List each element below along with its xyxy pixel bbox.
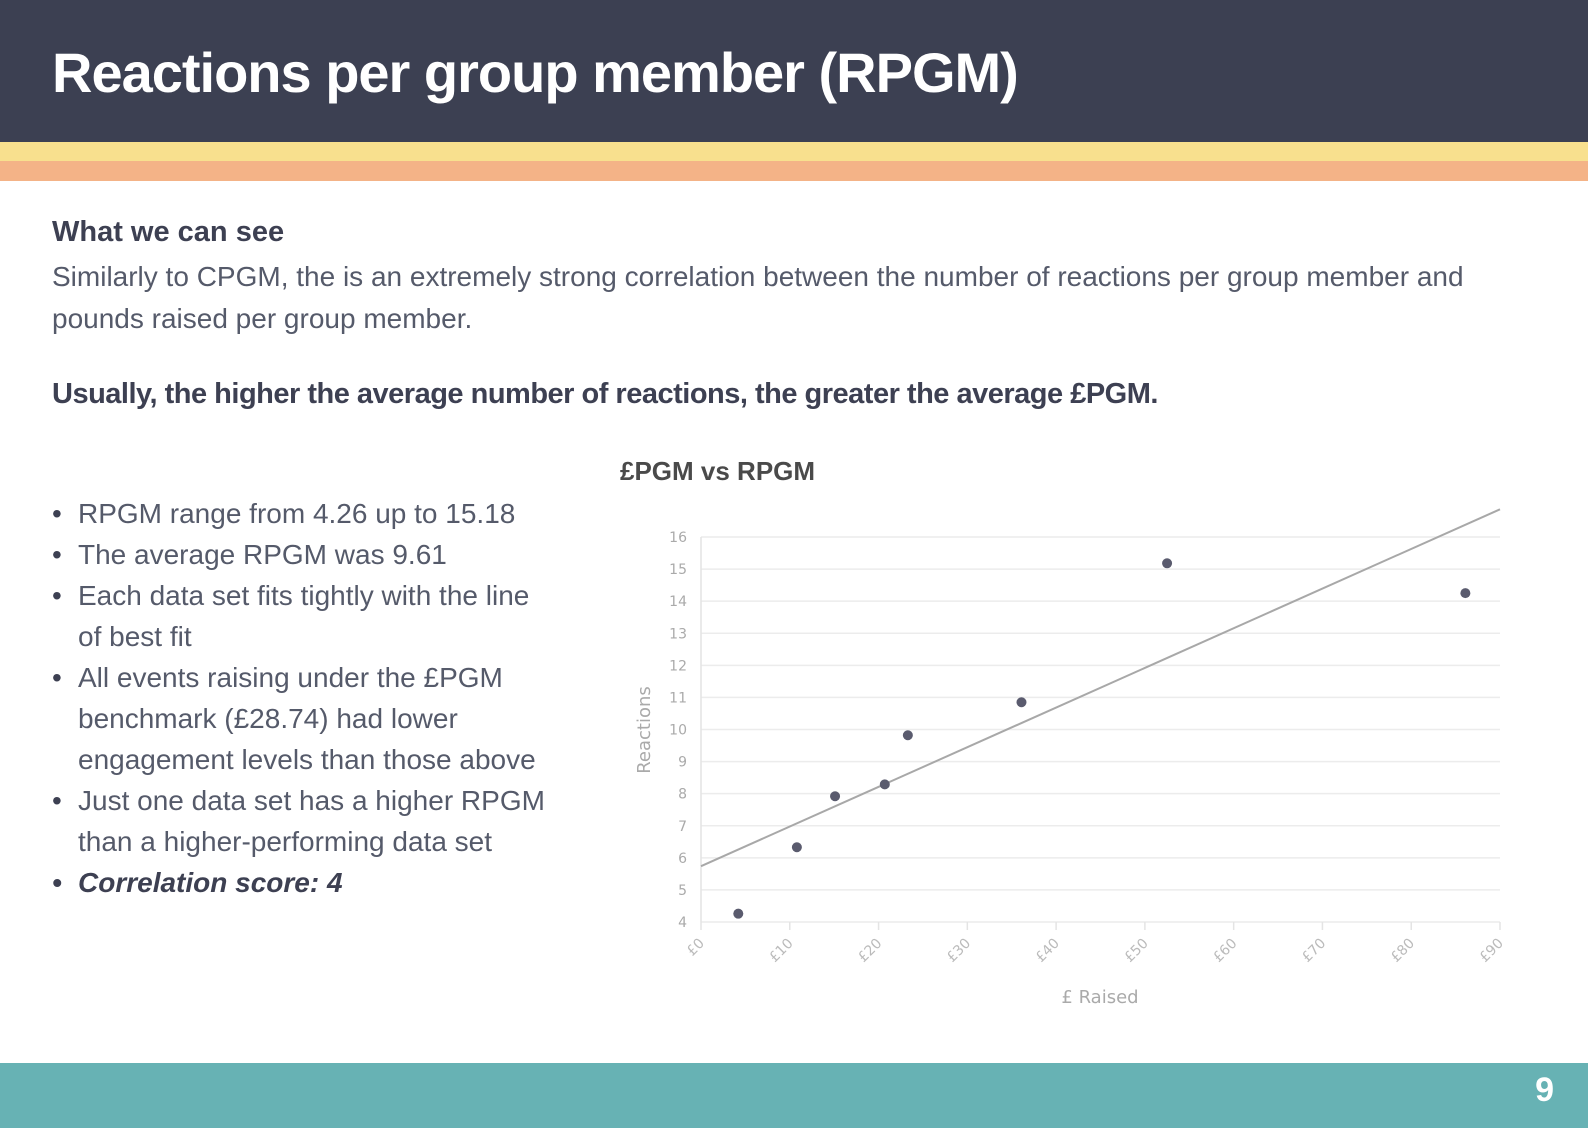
y-tick-label: 4	[678, 915, 687, 931]
header-bar: Reactions per group member (RPGM)	[0, 0, 1588, 142]
bullet-item: The average RPGM was 9.61	[52, 534, 552, 575]
x-axis-label: £ Raised	[1061, 987, 1138, 1008]
data-point	[830, 791, 841, 802]
y-tick-label: 9	[678, 755, 687, 771]
y-tick-label: 14	[669, 594, 687, 610]
orange-stripe	[0, 161, 1588, 181]
y-tick-label: 16	[669, 530, 687, 546]
section-subheading: What we can see	[52, 216, 285, 248]
bullet-item: All events raising under the £PGM benchm…	[52, 657, 552, 780]
data-point	[879, 779, 890, 790]
x-tick-label: £40	[1033, 936, 1063, 966]
yellow-stripe	[0, 142, 1588, 161]
data-point	[733, 908, 744, 919]
x-tick-label: £70	[1299, 936, 1329, 966]
x-tick-label: £90	[1477, 936, 1507, 966]
scatter-chart: 4 5 6 7 8 9 10 11 12 13 14 15 16 £0 £10 £20 £30 £40 £50 £60…	[634, 508, 1507, 1008]
x-tick-label: £10	[766, 936, 796, 966]
y-tick-label: 12	[669, 658, 687, 674]
data-point	[1460, 588, 1471, 599]
y-tick-label: 15	[669, 562, 687, 578]
y-tick-label: 10	[669, 723, 687, 739]
conclusion-text: Usually, the higher the average number o…	[52, 378, 1158, 410]
bullet-item: Each data set fits tightly with the line…	[52, 575, 552, 657]
page-number: 9	[1535, 1071, 1554, 1109]
data-point	[902, 730, 913, 741]
data-point	[791, 842, 802, 853]
footer-bar: 9	[0, 1063, 1588, 1128]
y-axis-label: Reactions	[634, 686, 655, 774]
bullet-item: RPGM range from 4.26 up to 15.18	[52, 493, 552, 534]
x-tick-label: £0	[684, 936, 708, 960]
y-tick-label: 11	[669, 690, 687, 706]
correlation-score: Correlation score: 4	[52, 862, 552, 903]
y-tick-label: 5	[678, 883, 687, 899]
bullet-list: RPGM range from 4.26 up to 15.18 The ave…	[52, 493, 552, 903]
y-tick-label: 6	[678, 851, 687, 867]
x-tick-label: £50	[1121, 936, 1151, 966]
x-tick-label: £20	[855, 936, 885, 966]
bullet-item: Just one data set has a higher RPGM than…	[52, 780, 552, 862]
x-tick-label: £80	[1388, 936, 1418, 966]
intro-paragraph: Similarly to CPGM, the is an extremely s…	[52, 261, 1464, 334]
data-point	[1162, 558, 1173, 569]
x-tick-label: £30	[944, 936, 974, 966]
data-point	[1016, 697, 1027, 708]
page-title: Reactions per group member (RPGM)	[52, 41, 1019, 104]
y-tick-label: 8	[678, 787, 687, 803]
trendline	[700, 508, 1501, 868]
x-tick-label: £60	[1210, 936, 1240, 966]
y-tick-label: 7	[678, 819, 687, 835]
y-tick-label: 13	[669, 626, 687, 642]
chart-title: £PGM vs RPGM	[620, 456, 816, 486]
